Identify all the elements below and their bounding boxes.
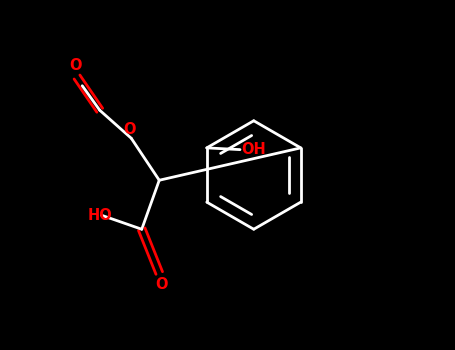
Text: OH: OH bbox=[242, 142, 266, 157]
Text: O: O bbox=[123, 121, 136, 136]
Text: O: O bbox=[155, 277, 167, 292]
Text: HO: HO bbox=[87, 208, 112, 223]
Text: O: O bbox=[69, 58, 81, 73]
